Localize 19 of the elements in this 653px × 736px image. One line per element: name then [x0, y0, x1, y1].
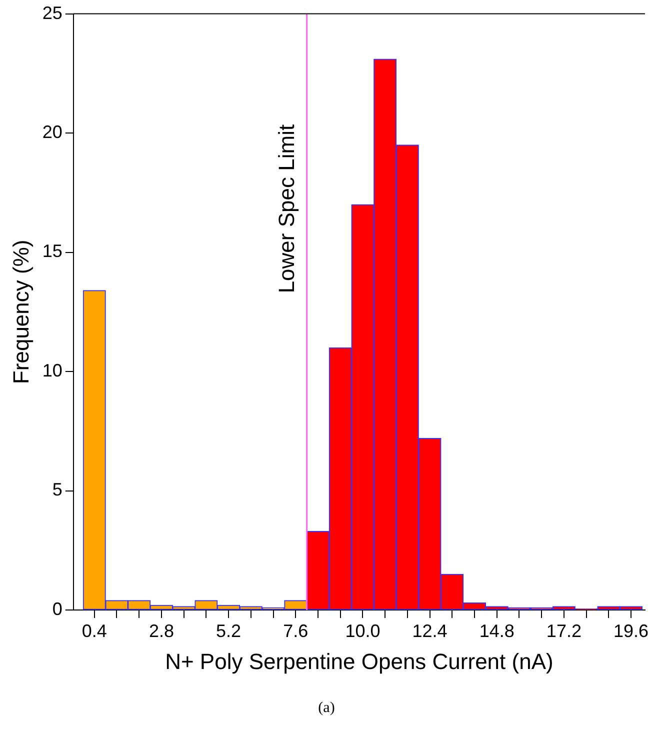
- y-tick-label: 20: [42, 122, 62, 142]
- ref-line-label: Lower Spec Limit: [274, 124, 299, 294]
- x-tick-label: 17.2: [546, 620, 582, 641]
- text: (a): [317, 700, 336, 717]
- x-tick-label: 0.4: [82, 620, 107, 641]
- x-tick-label: 2.8: [148, 620, 174, 641]
- x-axis-title: N+ Poly Serpentine Opens Current (nA): [165, 648, 554, 674]
- x-tick-label: 19.6: [614, 620, 649, 641]
- x-tick-label: 7.6: [283, 620, 308, 641]
- y-axis-title: Frequency (%): [8, 240, 34, 384]
- y-tick-label: 25: [42, 2, 62, 23]
- y-tick-label: 5: [52, 480, 62, 500]
- x-tick-label: 10.0: [345, 620, 380, 641]
- y-tick-label: 0: [52, 598, 62, 619]
- y-tick-label: 10: [42, 360, 62, 380]
- x-tick-label: 14.8: [479, 620, 514, 641]
- x-tick-label: 5.2: [216, 620, 242, 641]
- x-tick-label: 12.4: [412, 620, 448, 641]
- y-tick-label: 15: [42, 241, 62, 262]
